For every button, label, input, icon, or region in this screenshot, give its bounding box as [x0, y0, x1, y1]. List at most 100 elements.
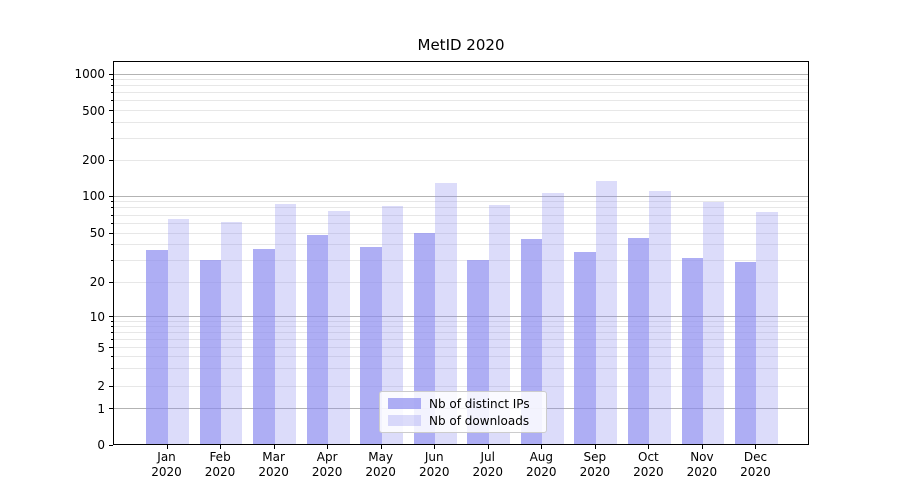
x-tick-label: Dec 2020	[728, 450, 782, 480]
y-tick-mark-minor	[111, 92, 113, 94]
major-gridline	[114, 73, 808, 75]
y-tick-mark-minor	[111, 201, 113, 203]
bar-distinct-ips	[253, 248, 275, 444]
y-tick-mark-minor	[111, 356, 113, 358]
x-tick-year: 2020	[204, 465, 236, 479]
minor-gridline	[114, 259, 808, 261]
y-tick-mark-minor	[111, 331, 113, 333]
minor-gridline	[114, 79, 808, 81]
y-tick-mark-minor	[111, 368, 113, 370]
bar-distinct-ips	[627, 238, 650, 444]
bar-downloads	[542, 193, 564, 444]
x-tick-label: Nov 2020	[675, 450, 729, 480]
x-tick-month: Nov	[690, 450, 714, 464]
y-tick-label: 2	[97, 379, 105, 393]
minor-gridline	[114, 347, 808, 348]
x-tick-mark	[594, 445, 596, 449]
x-tick-year: 2020	[472, 465, 504, 479]
bar-downloads	[756, 212, 778, 444]
x-tick-year: 2020	[311, 465, 343, 479]
x-tick-mark	[380, 445, 382, 449]
x-tick-mark	[487, 445, 489, 449]
minor-gridline	[114, 214, 808, 216]
bar-distinct-ips	[681, 258, 703, 444]
x-tick-mark	[273, 445, 275, 449]
y-tick-label: 5	[97, 340, 105, 355]
legend-swatch-downloads	[388, 415, 421, 426]
minor-gridline	[114, 110, 808, 111]
x-tick-year: 2020	[633, 465, 664, 479]
legend-swatch-distinct-ips	[388, 398, 421, 409]
bar-downloads	[702, 201, 725, 444]
minor-gridline	[114, 331, 808, 333]
y-tick-mark	[109, 73, 113, 75]
x-tick-year: 2020	[365, 465, 396, 479]
x-tick-mark	[701, 445, 703, 449]
minor-gridline	[114, 385, 808, 387]
minor-gridline	[114, 222, 808, 224]
legend-item: Nb of downloads	[388, 414, 538, 428]
x-tick-month: Apr	[316, 450, 338, 464]
x-tick-mark	[166, 445, 168, 449]
plot-area	[113, 61, 809, 445]
x-tick-month: Jun	[424, 450, 444, 464]
y-tick-mark-minor	[111, 259, 113, 261]
y-tick-mark-minor	[111, 122, 113, 124]
x-tick-year: 2020	[526, 465, 557, 479]
minor-gridline	[114, 232, 808, 234]
minor-gridline	[114, 325, 808, 327]
legend-label: Nb of downloads	[429, 413, 530, 428]
y-tick-mark	[109, 408, 113, 410]
bar-distinct-ips	[574, 251, 596, 444]
y-tick-mark-minor	[111, 85, 113, 87]
bar-downloads	[328, 210, 350, 444]
legend-item: Nb of distinct IPs	[388, 397, 538, 411]
bar-distinct-ips	[146, 250, 168, 444]
minor-gridline	[114, 356, 808, 358]
bar-downloads	[488, 205, 511, 444]
y-tick-mark-minor	[111, 320, 113, 322]
minor-gridline	[114, 159, 808, 161]
x-tick-month: Feb	[209, 450, 231, 464]
x-tick-month: Mar	[262, 450, 285, 464]
x-tick-label: Apr 2020	[300, 450, 354, 480]
y-tick-label: 20	[89, 275, 105, 289]
y-tick-mark-minor	[111, 207, 113, 209]
x-tick-label: Aug 2020	[514, 450, 568, 480]
y-tick-mark	[109, 195, 113, 197]
minor-gridline	[114, 207, 808, 209]
minor-gridline	[114, 281, 808, 283]
x-tick-mark	[648, 445, 650, 449]
y-tick-mark-minor	[111, 325, 113, 327]
y-tick-mark-minor	[111, 281, 113, 283]
y-tick-mark	[109, 316, 113, 317]
x-tick-label: Oct 2020	[621, 450, 675, 480]
x-tick-label: Jan 2020	[140, 450, 194, 480]
x-tick-label: Sep 2020	[568, 450, 622, 480]
x-tick-label: Feb 2020	[193, 450, 247, 480]
bar-distinct-ips	[306, 234, 329, 444]
minor-gridline	[114, 201, 808, 203]
x-tick-label: May 2020	[354, 450, 408, 480]
minor-gridline	[114, 244, 808, 246]
x-tick-year: 2020	[686, 465, 718, 479]
minor-gridline	[114, 122, 808, 124]
y-tick-label: 0	[97, 438, 105, 452]
minor-gridline	[114, 338, 808, 340]
bar-downloads	[167, 219, 189, 444]
x-tick-month: May	[368, 450, 394, 464]
minor-gridline	[114, 137, 808, 139]
bar-distinct-ips	[360, 247, 382, 444]
y-tick-mark-minor	[111, 385, 113, 387]
major-gridline	[114, 316, 808, 317]
bar-distinct-ips	[735, 261, 757, 444]
x-tick-label: Mar 2020	[247, 450, 301, 480]
bar-downloads	[274, 204, 297, 444]
bar-downloads	[221, 221, 243, 444]
bar-downloads	[435, 183, 457, 444]
y-tick-label: 50	[89, 226, 105, 240]
y-tick-mark	[109, 444, 113, 446]
legend: Nb of distinct IPs Nb of downloads	[379, 391, 547, 433]
minor-gridline	[114, 85, 808, 87]
